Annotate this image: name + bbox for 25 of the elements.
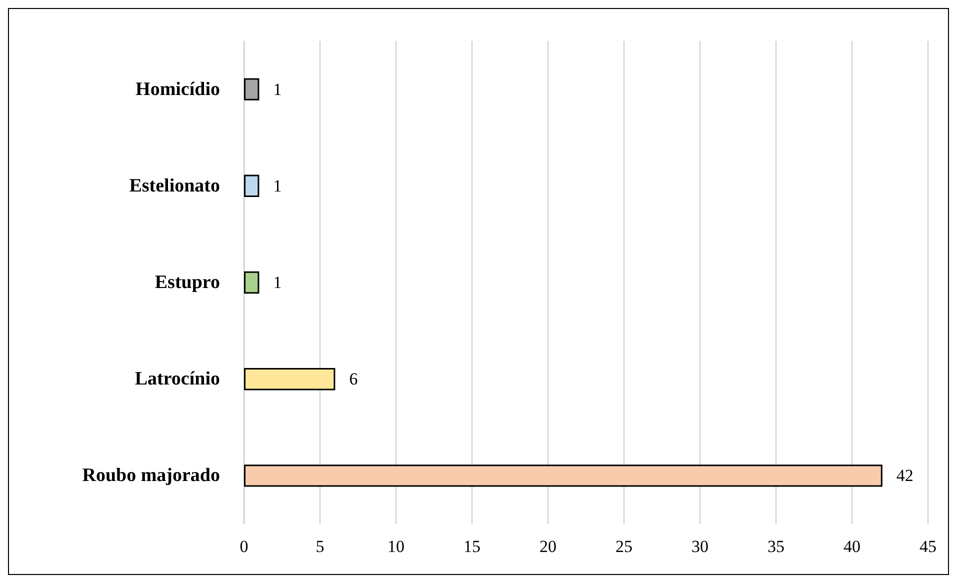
x-tick-label: 40	[844, 537, 860, 556]
bar	[244, 78, 260, 100]
x-tick-label: 30	[692, 537, 708, 556]
data-label: 1	[273, 80, 282, 99]
bar	[244, 174, 260, 198]
x-tick-label: 35	[768, 537, 784, 556]
bar	[244, 271, 260, 294]
x-tick-label: 0	[240, 537, 248, 556]
x-tick-label: 15	[464, 537, 480, 556]
data-label: 1	[273, 176, 282, 196]
y-tick-label: Homicídio	[136, 78, 220, 100]
data-label: 1	[273, 273, 282, 292]
x-tick-label: 45	[920, 537, 936, 556]
y-tick-label: Estelionato	[129, 175, 220, 196]
data-label: 42	[896, 466, 914, 486]
bar	[244, 464, 882, 487]
x-tick-label: 10	[388, 537, 404, 556]
y-tick-label: Latrocínio	[134, 368, 220, 390]
data-label: 6	[349, 370, 358, 389]
x-tick-label: 25	[616, 537, 632, 556]
x-tick-label: 20	[540, 537, 556, 556]
y-tick-label: Estupro	[154, 272, 220, 293]
x-tick-label: 5	[316, 537, 324, 556]
y-tick-label: Roubo majorado	[82, 465, 220, 486]
bar	[244, 368, 336, 390]
